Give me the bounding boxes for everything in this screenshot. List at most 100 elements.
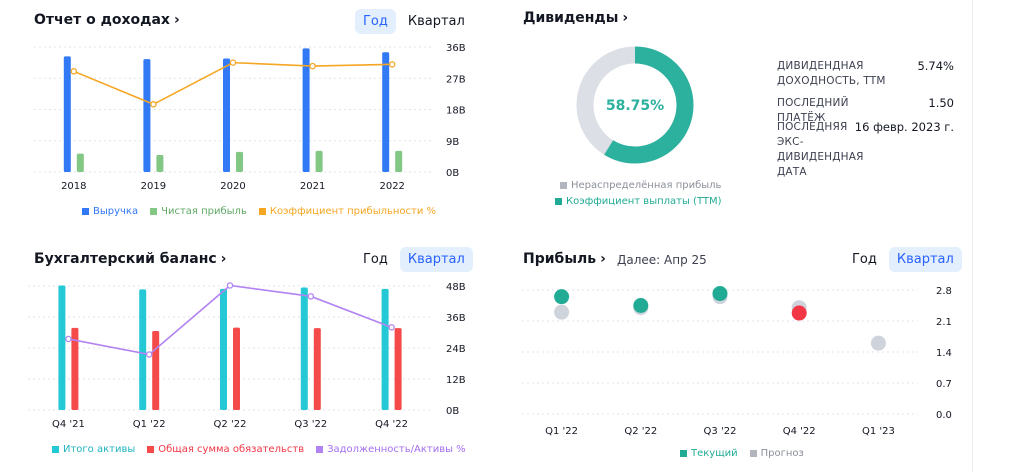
dividends-title[interactable]: Дивиденды › bbox=[523, 10, 628, 26]
y-tick-label: 36B bbox=[446, 313, 466, 324]
x-tick-label: Q1 '22 bbox=[545, 426, 578, 437]
debt-ratio-point bbox=[307, 293, 315, 300]
page-divider bbox=[972, 0, 973, 472]
x-tick-label: Q2 '22 bbox=[624, 426, 657, 437]
total-liabilities-bar bbox=[394, 328, 402, 410]
chevron-right-icon: › bbox=[622, 10, 629, 26]
stat-yield-label: ДИВИДЕНДНАЯ ДОХОДНОСТЬ, TTM bbox=[777, 60, 886, 87]
balance-year-button[interactable]: Год bbox=[355, 247, 396, 272]
debt-ratio-point bbox=[388, 324, 395, 331]
total-liabilities-bar bbox=[313, 328, 321, 410]
income-quarter-button[interactable]: Квартал bbox=[400, 9, 473, 34]
legend-total-liabilities[interactable]: Общая сумма обязательств bbox=[147, 444, 304, 455]
income-title-text: Отчет о доходах bbox=[34, 12, 170, 28]
legend-estimate-label: Прогноз bbox=[760, 448, 804, 459]
balance-chart: 48B 36B 24B 12B 0B Q4 '21 Q1 '22 Q2 '22 Q3 '22 Q4… bbox=[28, 282, 466, 430]
total-assets-bar bbox=[139, 289, 147, 410]
net-income-bar bbox=[395, 150, 403, 172]
margin-point bbox=[150, 101, 157, 108]
payout-ratio-slice bbox=[576, 46, 694, 164]
y-tick-label: 48B bbox=[446, 282, 466, 293]
earnings-quarter-button[interactable]: Квартал bbox=[888, 247, 962, 272]
revenue-bar bbox=[143, 59, 151, 172]
debt-ratio-point bbox=[226, 282, 234, 289]
stat-last-payment-label: ПОСЛЕДНИЙ ПЛАТЁЖ bbox=[777, 97, 849, 124]
legend-total-liabilities-label: Общая сумма обязательств bbox=[158, 444, 305, 455]
total-liabilities-bar bbox=[233, 327, 240, 410]
income-year-button[interactable]: Год bbox=[355, 9, 396, 34]
legend-swatch-icon bbox=[52, 446, 59, 453]
y-tick-label: 27B bbox=[446, 74, 466, 85]
stat-last-payment-value: 1.50 bbox=[928, 96, 954, 110]
legend-actual[interactable]: Текущий bbox=[680, 448, 738, 459]
legend-debt-ratio[interactable]: Задолженность/Активы % bbox=[316, 444, 466, 455]
legend-revenue-label: Выручка bbox=[93, 206, 139, 217]
earnings-title-text: Прибыль bbox=[523, 251, 597, 267]
balance-period-toggle: Год Квартал bbox=[355, 247, 473, 272]
balance-title-text: Бухгалтерский баланс bbox=[34, 251, 217, 267]
earnings-title[interactable]: Прибыль › bbox=[523, 251, 606, 267]
actual-point bbox=[554, 289, 570, 305]
legend-swatch-icon bbox=[150, 208, 158, 215]
legend-retained[interactable]: Нераспределённая прибыль bbox=[560, 180, 722, 191]
legend-swatch-icon bbox=[258, 208, 266, 215]
y-tick-label: 0B bbox=[446, 168, 459, 179]
dividend-donut: 58.75% bbox=[576, 46, 694, 164]
legend-net-income-label: Чистая прибыль bbox=[161, 206, 247, 217]
balance-legend: Итого активы Общая сумма обязательств За… bbox=[52, 444, 466, 455]
total-liabilities-bar bbox=[152, 330, 160, 410]
earnings-year-button[interactable]: Год bbox=[844, 247, 885, 272]
y-tick-label: 0.7 bbox=[936, 379, 952, 390]
x-tick-label: Q4 '22 bbox=[375, 419, 408, 430]
net-income-bar bbox=[156, 154, 164, 172]
legend-net-income[interactable]: Чистая прибыль bbox=[150, 206, 247, 217]
legend-revenue[interactable]: Выручка bbox=[82, 206, 138, 217]
chevron-right-icon: › bbox=[600, 251, 606, 267]
income-legend: Выручка Чистая прибыль Коэффициент прибы… bbox=[82, 206, 436, 217]
balance-title[interactable]: Бухгалтерский баланс › bbox=[34, 251, 226, 267]
total-assets-bar bbox=[58, 285, 66, 410]
y-tick-label: 2.1 bbox=[936, 317, 952, 328]
margin-point bbox=[388, 61, 396, 68]
revenue-bar bbox=[63, 56, 71, 172]
margin-point bbox=[229, 59, 237, 66]
y-tick-label: 36B bbox=[446, 43, 466, 54]
legend-debt-ratio-label: Задолженность/Активы % bbox=[327, 444, 466, 455]
income-period-toggle: Год Квартал bbox=[355, 9, 473, 34]
legend-total-assets[interactable]: Итого активы bbox=[52, 444, 135, 455]
y-tick-label: 0B bbox=[446, 406, 459, 417]
margin-point bbox=[309, 62, 316, 70]
balance-quarter-button[interactable]: Квартал bbox=[399, 247, 473, 272]
dividends-legend: Нераспределённая прибыль Коэффициент вып… bbox=[555, 180, 722, 207]
margin-point bbox=[70, 68, 78, 75]
stat-exdate-label: ПОСЛЕДНЯЯ ЭКС-ДИВИДЕНДНАЯ ДАТА bbox=[777, 121, 864, 178]
x-tick-label: 2018 bbox=[61, 181, 86, 192]
x-tick-label: Q2 '22 bbox=[214, 419, 247, 430]
income-title[interactable]: Отчет о доходах › bbox=[34, 12, 180, 28]
legend-estimate[interactable]: Прогноз bbox=[749, 448, 804, 459]
legend-swatch-icon bbox=[147, 446, 155, 453]
legend-payout[interactable]: Коэффициент выплаты (TTM) bbox=[555, 196, 722, 207]
legend-swatch-icon bbox=[749, 450, 757, 457]
earnings-legend: Текущий Прогноз bbox=[680, 448, 804, 459]
total-assets-bar bbox=[220, 288, 227, 410]
x-tick-label: 2019 bbox=[141, 181, 166, 192]
x-tick-label: Q3 '22 bbox=[704, 426, 737, 437]
revenue-bar bbox=[302, 48, 310, 173]
stat-yield-value: 5.74% bbox=[917, 59, 954, 73]
earnings-next-date: Далее: Апр 25 bbox=[617, 253, 707, 267]
legend-retained-label: Нераспределённая прибыль bbox=[571, 180, 722, 191]
y-tick-label: 12B bbox=[446, 375, 466, 386]
legend-swatch-icon bbox=[555, 198, 562, 205]
net-income-bar bbox=[315, 150, 323, 172]
legend-margin[interactable]: Коэффициент прибыльности % bbox=[258, 206, 436, 217]
estimate-point bbox=[554, 304, 570, 320]
legend-total-assets-label: Итого активы bbox=[63, 444, 136, 455]
legend-swatch-icon bbox=[680, 450, 687, 457]
net-income-bar bbox=[236, 151, 243, 172]
legend-swatch-icon bbox=[560, 182, 567, 189]
dividends-title-text: Дивиденды bbox=[523, 10, 619, 26]
y-tick-label: 24B bbox=[446, 344, 466, 355]
legend-swatch-icon bbox=[82, 208, 89, 215]
earnings-period-toggle: Год Квартал bbox=[844, 247, 962, 272]
